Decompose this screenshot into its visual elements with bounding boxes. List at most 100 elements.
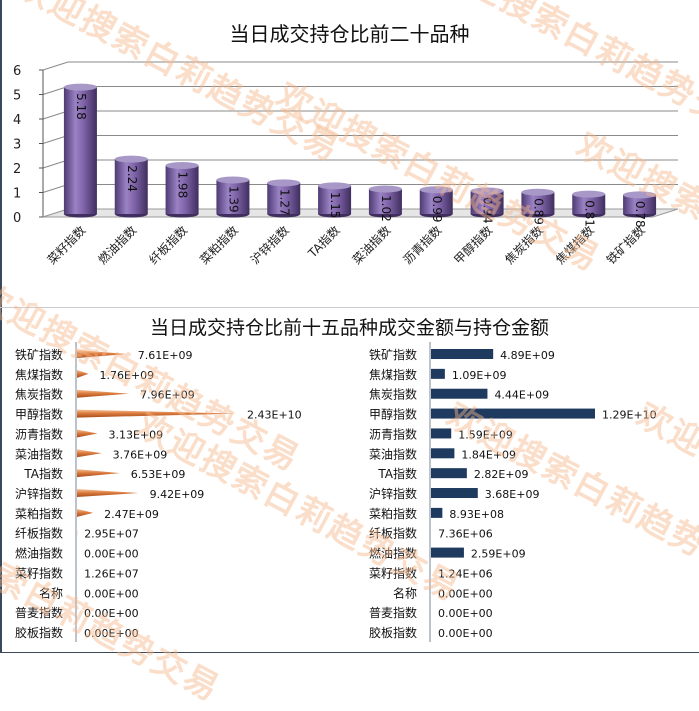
data-label: 3.13E+09: [108, 428, 163, 441]
bar: [431, 468, 467, 478]
data-label: 1.09E+09: [452, 369, 507, 382]
data-label: 1.84E+09: [461, 448, 516, 461]
bar-top: [572, 191, 605, 198]
data-label: 0.78: [633, 201, 647, 228]
x-tick-label: TA指数: [304, 223, 343, 262]
data-label: 0.99: [430, 196, 444, 223]
data-label: 5.18: [74, 93, 88, 120]
category-label: 燃油指数: [369, 546, 417, 561]
bar-top: [216, 176, 249, 183]
data-label: 0.00E+00: [438, 587, 493, 600]
data-label: 7.36E+06: [438, 528, 493, 541]
cone-bar: [77, 449, 102, 457]
data-label: 8.93E+08: [449, 508, 504, 521]
category-label: 普麦指数: [369, 605, 417, 620]
x-tick-label: 甲醇指数: [451, 223, 496, 268]
cone-bar: [77, 489, 139, 497]
data-label: 0.89: [531, 198, 545, 225]
data-label: 9.42E+09: [150, 488, 205, 501]
x-tick-label: 焦炭指数: [501, 223, 546, 268]
data-label: 1.15: [328, 192, 342, 219]
data-label: 4.44E+09: [494, 389, 549, 402]
data-label: 4.89E+09: [500, 349, 555, 362]
bar-top: [521, 189, 554, 196]
data-label: 1.59E+09: [458, 428, 513, 441]
data-label: 0.81: [582, 200, 596, 227]
cone-bar: [77, 350, 127, 358]
data-label: 7.96E+09: [140, 389, 195, 402]
bar-top: [166, 162, 199, 169]
bar: [431, 409, 595, 419]
data-label: 1.39: [226, 186, 240, 213]
category-label: 菜粕指数: [369, 506, 417, 521]
category-label: 名称: [393, 585, 417, 600]
data-label: 0.00E+00: [438, 607, 493, 620]
data-label: 2.82E+09: [474, 468, 529, 481]
bar: [431, 389, 487, 399]
data-label: 3.76E+09: [113, 448, 168, 461]
data-label: 1.76E+09: [100, 369, 155, 382]
bar: [431, 369, 445, 379]
category-label: TA指数: [23, 466, 63, 481]
y-tick-label: 6: [13, 64, 21, 79]
x-tick-label: 燃油指数: [95, 223, 140, 268]
category-label: 甲醇指数: [15, 407, 63, 422]
y-tick-label: 5: [13, 89, 21, 104]
data-label: 2.24: [125, 165, 139, 192]
cone-bar: [77, 390, 129, 398]
y-tick-label: 3: [13, 138, 21, 153]
data-label: 1.29E+10: [602, 409, 657, 422]
category-label: 普麦指数: [15, 605, 63, 620]
bar-top: [420, 186, 453, 193]
category-label: TA指数: [377, 466, 417, 481]
cone-bar: [77, 429, 97, 437]
data-label: 0.00E+00: [84, 607, 139, 620]
bar: [431, 508, 442, 518]
category-label: 菜籽指数: [15, 565, 63, 580]
category-label: 菜粕指数: [15, 506, 63, 521]
category-label: 铁矿指数: [15, 347, 63, 362]
bar-top: [64, 84, 97, 91]
data-label: 1.26E+07: [84, 567, 139, 580]
bar-top: [623, 191, 656, 198]
data-label: 1.98: [176, 171, 190, 198]
cone-bar: [77, 469, 120, 477]
gridline-side: [43, 62, 68, 70]
category-label: 焦煤指数: [15, 367, 63, 382]
data-label: 0.00E+00: [84, 627, 139, 640]
bar-top: [318, 182, 351, 189]
category-label: 沪锌指数: [369, 486, 417, 501]
x-tick-label: 沪锌指数: [247, 223, 292, 268]
data-label: 7.61E+09: [138, 349, 193, 362]
charts-canvas: 01234565.18菜籽指数2.24燃油指数1.98纤板指数1.39菜粕指数1…: [0, 0, 699, 654]
x-tick-label: 沥青指数: [400, 223, 445, 268]
bar-top: [471, 187, 504, 194]
category-label: 沪锌指数: [15, 486, 63, 501]
data-label: 0.00E+00: [84, 587, 139, 600]
y-tick-label: 0: [13, 211, 21, 226]
data-label: 1.27: [277, 189, 291, 216]
bar-top: [115, 156, 148, 163]
data-label: 1.02: [379, 195, 393, 222]
bar: [431, 548, 464, 558]
category-label: 甲醇指数: [369, 407, 417, 422]
category-label: 胶板指数: [15, 625, 63, 640]
category-label: 沥青指数: [369, 426, 417, 441]
bar: [431, 349, 493, 359]
cone-bar: [77, 410, 236, 418]
cone-bar: [77, 370, 89, 378]
category-label: 铁矿指数: [369, 347, 417, 362]
category-label: 菜油指数: [369, 446, 417, 461]
category-label: 焦煤指数: [369, 367, 417, 382]
data-label: 2.47E+09: [104, 508, 159, 521]
y-tick-label: 1: [13, 187, 21, 202]
category-label: 名称: [39, 585, 63, 600]
category-label: 燃油指数: [15, 546, 63, 561]
x-tick-label: 菜粕指数: [196, 223, 241, 268]
data-label: 0.94: [481, 197, 495, 224]
data-label: 6.53E+09: [131, 468, 186, 481]
data-label: 2.95E+07: [84, 528, 139, 541]
bar-top: [369, 186, 402, 193]
bar: [431, 428, 451, 438]
category-label: 纤板指数: [15, 526, 63, 541]
